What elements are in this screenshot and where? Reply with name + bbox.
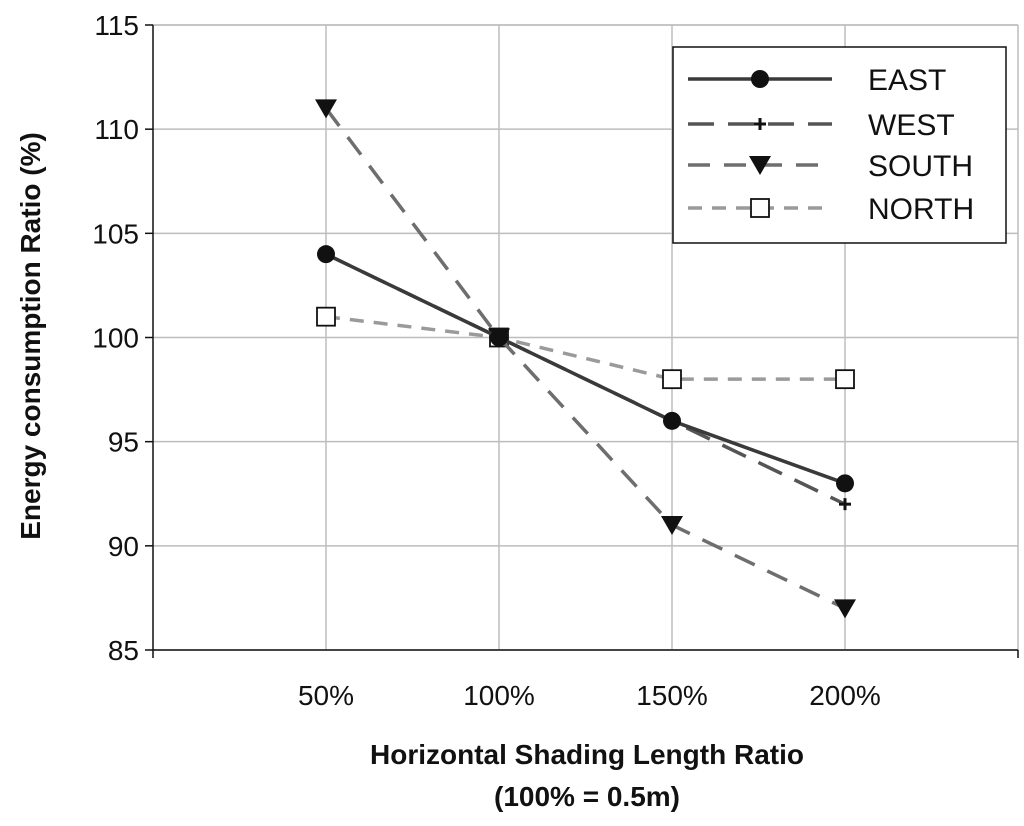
legend-item-east: EAST [688, 64, 946, 97]
x-tick-label: 50% [298, 680, 354, 711]
series [315, 99, 856, 619]
y-tick-label: 105 [92, 218, 139, 249]
data-point-east [317, 245, 335, 264]
legend-label-west: WEST [868, 109, 955, 142]
data-point-east [836, 474, 854, 493]
legend-label-north: NORTH [868, 193, 974, 226]
legend-marker-south [749, 156, 771, 175]
data-point-east [490, 328, 508, 347]
data-point-north [835, 369, 855, 390]
x-tick-label: 100% [463, 680, 535, 711]
legend-marker-north [750, 198, 770, 218]
series-east [317, 245, 854, 493]
data-point-south [661, 516, 683, 535]
y-tick-label: 95 [108, 427, 139, 458]
data-point-west [839, 498, 851, 511]
y-tick-label: 110 [94, 114, 139, 145]
series-line-north [325, 314, 845, 381]
data-point-north [316, 306, 336, 327]
legend-marker-east [751, 70, 769, 88]
y-axis-title: Energy consumption Ratio (%) [15, 132, 46, 540]
data-point-south [834, 599, 856, 619]
y-tick-label: 85 [108, 635, 139, 666]
legend: EAST WEST SOUTH NORTH [672, 46, 1007, 244]
x-axis-title: Horizontal Shading Length Ratio [370, 739, 804, 770]
x-axis-subtitle: (100% = 0.5m) [494, 781, 680, 812]
legend-label-east: EAST [868, 64, 946, 97]
axes: 85 90 95 100 105 110 115 50% 100% 150% 200% [92, 10, 1019, 711]
series-north [316, 306, 855, 390]
series-line-east [325, 252, 846, 485]
legend-item-west: WEST [688, 109, 955, 142]
y-tick-label: 90 [108, 531, 139, 562]
legend-label-south: SOUTH [868, 150, 973, 183]
x-tick-label: 150% [636, 680, 708, 711]
legend-marker-west [754, 118, 766, 130]
legend-item-south: SOUTH [688, 150, 973, 183]
y-tick-label: 100 [92, 323, 139, 354]
data-point-south [315, 99, 337, 119]
series-line-south [324, 107, 846, 610]
y-tick-label: 115 [94, 10, 139, 41]
data-point-north [662, 369, 682, 390]
data-point-east [663, 411, 681, 430]
legend-item-north: NORTH [688, 193, 974, 226]
x-tick-label: 200% [809, 680, 881, 711]
